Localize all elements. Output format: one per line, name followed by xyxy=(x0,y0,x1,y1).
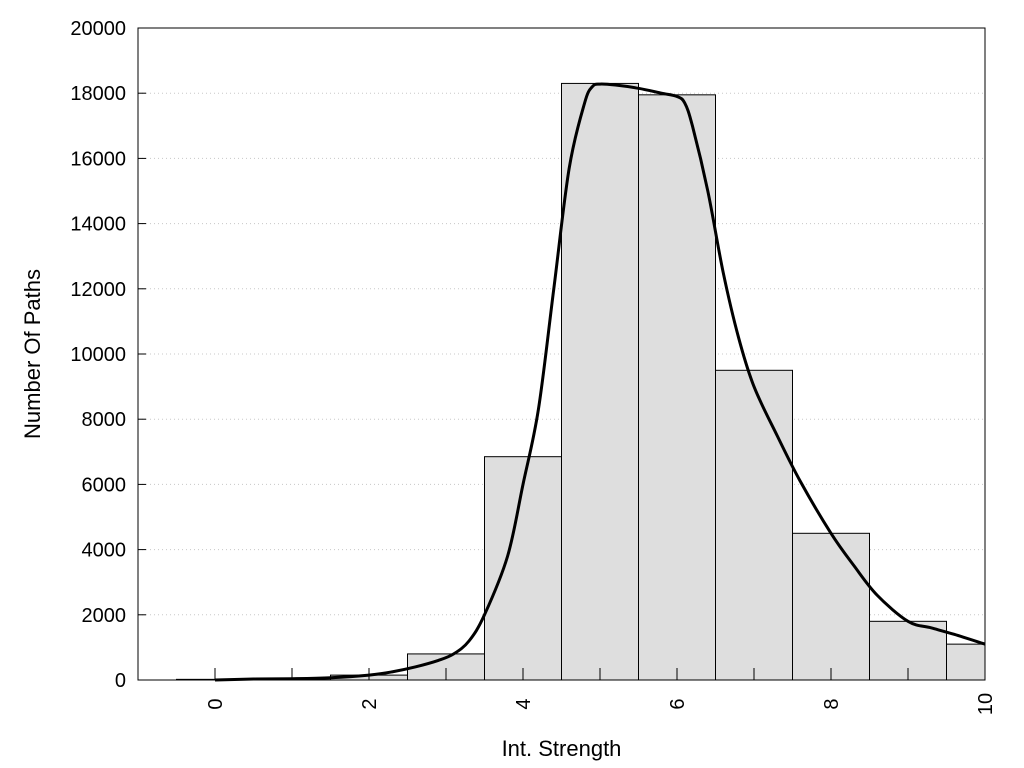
x-tick-label: 8 xyxy=(821,698,843,709)
y-tick-label: 8000 xyxy=(82,409,127,431)
y-tick-label: 0 xyxy=(115,670,126,692)
y-tick-label: 6000 xyxy=(82,474,127,496)
axis-ticks xyxy=(138,27,986,681)
density-curve xyxy=(214,82,986,682)
histogram-bar xyxy=(792,532,870,681)
histogram-bar xyxy=(638,94,716,681)
bars xyxy=(176,82,986,681)
y-tick-label: 10000 xyxy=(70,344,126,366)
x-tick-label: 6 xyxy=(667,698,689,709)
histogram-bar xyxy=(715,369,793,681)
x-axis-label: Int. Strength xyxy=(502,736,622,761)
density-curve-line xyxy=(214,82,986,682)
x-tick-label: 10 xyxy=(975,693,997,715)
y-tick-label: 14000 xyxy=(70,214,126,236)
y-tick-label: 20000 xyxy=(70,18,126,40)
x-tick-label: 2 xyxy=(359,698,381,709)
y-tick-label: 12000 xyxy=(70,279,126,301)
y-axis-label: Number Of Paths xyxy=(20,269,45,439)
histogram-bar xyxy=(946,643,986,681)
x-tick-label: 0 xyxy=(205,698,227,709)
y-tick-label: 4000 xyxy=(82,540,127,562)
y-tick-label: 2000 xyxy=(82,605,127,627)
histogram-bar xyxy=(561,82,639,681)
tick-labels: 0 2000 4000 6000 8000 10000 12000 14000 16000 180… xyxy=(70,18,997,715)
y-tick-label: 18000 xyxy=(70,83,126,105)
y-tick-label: 16000 xyxy=(70,148,126,170)
x-tick-label: 4 xyxy=(513,698,535,709)
